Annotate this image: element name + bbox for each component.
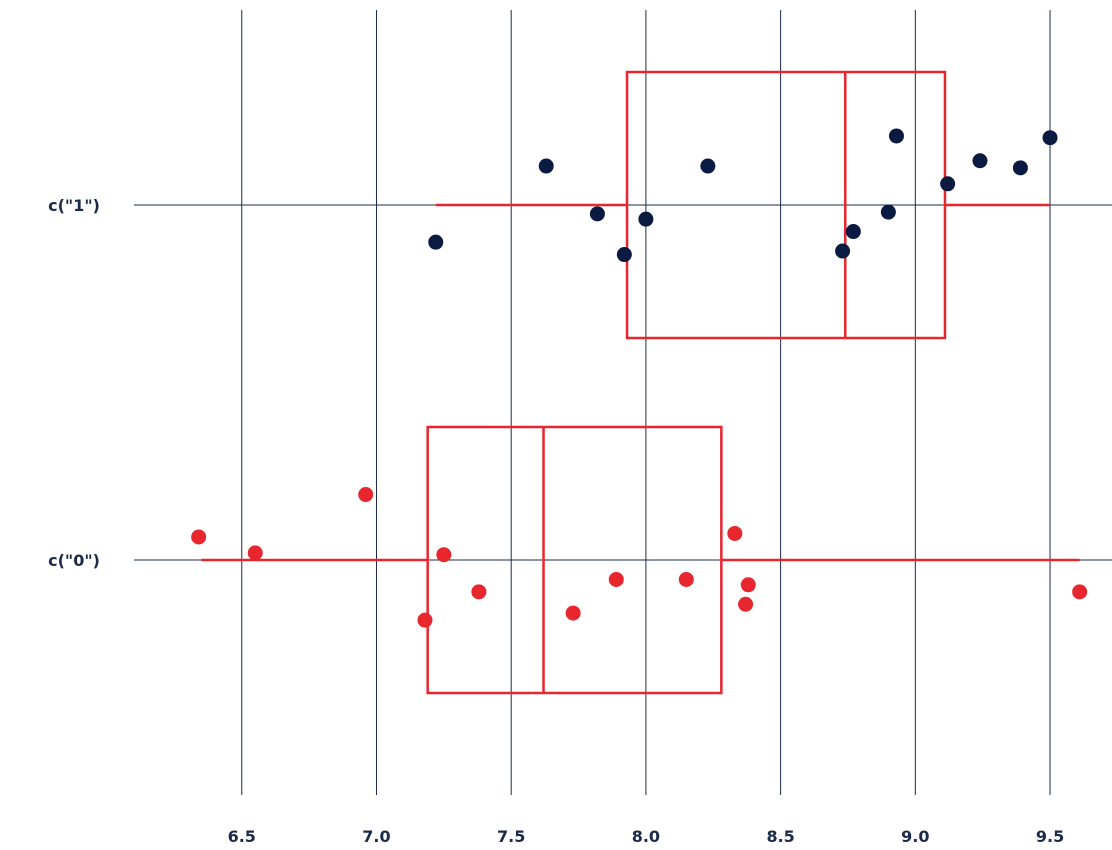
- x-tick-labels: 6.5 7.0 7.5 8.0 8.5 9.0 9.5: [228, 827, 1065, 846]
- points-layer: [191, 128, 1088, 628]
- data-point: [1042, 130, 1058, 146]
- data-point: [1012, 160, 1028, 176]
- data-point: [727, 525, 743, 541]
- x-tick-label: 7.5: [497, 827, 525, 846]
- data-point: [608, 571, 624, 587]
- data-point: [428, 234, 444, 250]
- x-tick-label: 9.0: [901, 827, 929, 846]
- data-point: [845, 224, 861, 240]
- data-point: [678, 571, 694, 587]
- data-point: [247, 545, 263, 561]
- data-point: [436, 547, 452, 563]
- grid-layer: [134, 10, 1112, 795]
- data-point: [471, 584, 487, 600]
- data-point: [700, 158, 716, 174]
- data-point: [888, 128, 904, 144]
- data-point: [616, 247, 632, 263]
- data-point: [638, 211, 654, 227]
- data-point: [740, 577, 756, 593]
- y-tick-label: c("1"): [48, 196, 100, 215]
- data-point: [1072, 584, 1088, 600]
- x-tick-label: 6.5: [228, 827, 256, 846]
- data-point: [538, 158, 554, 174]
- data-point: [972, 153, 988, 169]
- box: [625, 70, 947, 340]
- data-point: [940, 176, 956, 192]
- data-point: [835, 243, 851, 259]
- data-point: [738, 596, 754, 612]
- x-tick-label: 7.0: [362, 827, 390, 846]
- x-tick-label: 8.5: [766, 827, 794, 846]
- data-point: [880, 204, 896, 220]
- data-point: [565, 605, 581, 621]
- x-tick-label: 9.5: [1036, 827, 1064, 846]
- data-point: [417, 612, 433, 628]
- x-tick-label: 8.0: [632, 827, 660, 846]
- data-point: [358, 487, 374, 503]
- data-point: [191, 529, 207, 545]
- data-point: [589, 206, 605, 222]
- box-layer: [201, 70, 1080, 695]
- y-tick-labels: c("1") c("0"): [48, 196, 100, 570]
- box: [426, 425, 723, 695]
- y-tick-label: c("0"): [48, 551, 100, 570]
